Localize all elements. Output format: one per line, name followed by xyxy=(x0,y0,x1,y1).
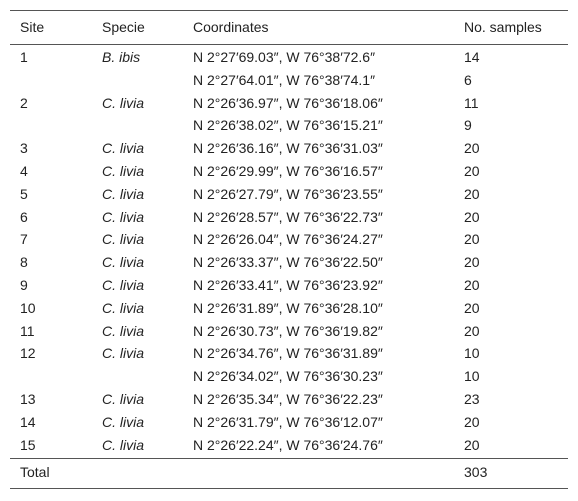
column-header: No. samples xyxy=(464,19,542,35)
column-header: Specie xyxy=(102,19,145,35)
coordinates-cell: N 2°26′38.02″, W 76°36′15.21″ xyxy=(193,117,383,134)
site-cell: 1 xyxy=(20,49,28,65)
site-cell: 7 xyxy=(20,231,28,248)
specie-cell: C. livia xyxy=(102,254,145,271)
specie-cell: C. livia xyxy=(102,94,145,111)
coordinates-cell: N 2°27′69.03″, W 76°38′72.6″ xyxy=(193,49,376,65)
site-cell: 15 xyxy=(20,436,36,453)
specie-cell: C. livia xyxy=(102,140,145,157)
samples-cell: 6 xyxy=(464,71,472,88)
specie-cell: C. livia xyxy=(102,208,145,225)
coordinates-cell: N 2°26′28.57″, W 76°36′22.73″ xyxy=(193,208,383,225)
samples-cell: 9 xyxy=(464,117,472,134)
site-cell: 8 xyxy=(20,254,28,271)
coordinates-cell: N 2°26′26.04″, W 76°36′24.27″ xyxy=(193,231,383,248)
samples-cell: 14 xyxy=(464,49,480,65)
samples-cell: 20 xyxy=(464,254,480,271)
total-samples: 303 xyxy=(464,464,488,480)
samples-cell: 11 xyxy=(464,94,479,111)
site-cell: 9 xyxy=(20,277,28,293)
total-label: Total xyxy=(20,464,50,480)
coordinates-cell: N 2°26′33.37″, W 76°36′22.50″ xyxy=(193,254,383,271)
specie-cell: C. livia xyxy=(102,436,145,453)
samples-cell: 20 xyxy=(464,208,480,225)
coordinates-cell: N 2°26′35.34″, W 76°36′22.23″ xyxy=(193,391,383,407)
specie-cell: C. livia xyxy=(102,299,145,316)
samples-cell: 20 xyxy=(464,299,480,316)
specie-cell: C. livia xyxy=(102,391,145,407)
specie-cell: C. livia xyxy=(102,413,145,430)
coordinates-cell: N 2°26′31.79″, W 76°36′12.07″ xyxy=(193,413,383,430)
coordinates-cell: N 2°26′30.73″, W 76°36′19.82″ xyxy=(193,322,383,339)
samples-cell: 20 xyxy=(464,231,480,248)
coordinates-cell: N 2°26′34.02″, W 76°36′30.23″ xyxy=(193,368,383,385)
column-header: Site xyxy=(20,19,45,35)
samples-cell: 20 xyxy=(464,163,480,179)
coordinates-cell: N 2°27′64.01″, W 76°38′74.1″ xyxy=(193,71,376,88)
coordinates-cell: N 2°26′29.99″, W 76°36′16.57″ xyxy=(193,163,383,179)
site-cell: 11 xyxy=(20,322,35,339)
coordinates-cell: N 2°26′31.89″, W 76°36′28.10″ xyxy=(193,299,383,316)
samples-cell: 23 xyxy=(464,391,480,407)
samples-cell: 10 xyxy=(464,368,480,385)
coordinates-cell: N 2°26′22.24″, W 76°36′24.76″ xyxy=(193,436,383,453)
samples-cell: 20 xyxy=(464,413,480,430)
specie-cell: C. livia xyxy=(102,322,145,339)
samples-cell: 20 xyxy=(464,322,480,339)
coordinates-cell: N 2°26′34.76″, W 76°36′31.89″ xyxy=(193,345,383,362)
specie-cell: C. livia xyxy=(102,345,145,362)
total-rule xyxy=(10,458,568,459)
site-cell: 13 xyxy=(20,391,36,407)
specie-cell: C. livia xyxy=(102,163,145,179)
specie-cell: B. ibis xyxy=(102,49,141,65)
samples-cell: 20 xyxy=(464,185,480,202)
site-cell: 10 xyxy=(20,299,36,316)
site-cell: 12 xyxy=(20,345,36,362)
site-cell: 2 xyxy=(20,94,28,111)
samples-cell: 20 xyxy=(464,140,480,157)
specie-cell: C. livia xyxy=(102,231,145,248)
site-cell: 6 xyxy=(20,208,28,225)
specie-cell: C. livia xyxy=(102,185,145,202)
bottom-rule xyxy=(10,488,568,489)
coordinates-cell: N 2°26′36.97″, W 76°36′18.06″ xyxy=(193,94,383,111)
site-cell: 5 xyxy=(20,185,28,202)
samples-cell: 20 xyxy=(464,436,480,453)
column-header: Coordinates xyxy=(193,19,269,35)
samples-cell: 20 xyxy=(464,277,480,293)
coordinates-cell: N 2°26′36.16″, W 76°36′31.03″ xyxy=(193,140,383,157)
site-cell: 4 xyxy=(20,163,28,179)
coordinates-cell: N 2°26′33.41″, W 76°36′23.92″ xyxy=(193,277,383,293)
header-rule xyxy=(10,44,568,45)
top-rule xyxy=(10,10,568,11)
coordinates-cell: N 2°26′27.79″, W 76°36′23.55″ xyxy=(193,185,383,202)
specie-cell: C. livia xyxy=(102,277,145,293)
samples-cell: 10 xyxy=(464,345,480,362)
site-cell: 14 xyxy=(20,413,36,430)
site-cell: 3 xyxy=(20,140,28,157)
